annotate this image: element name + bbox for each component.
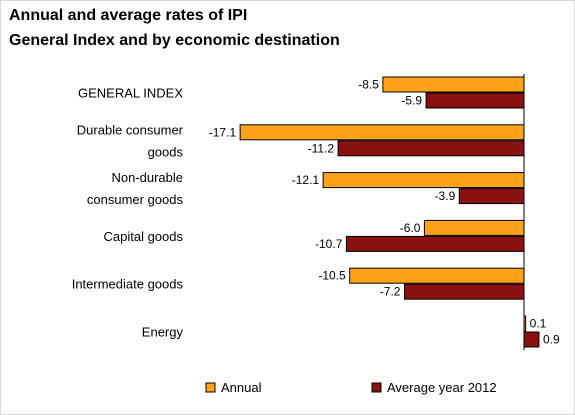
- legend-swatch-average: [371, 382, 382, 393]
- data-label-average: -5.9: [401, 94, 422, 108]
- chart-title-line-2: General Index and by economic destinatio…: [9, 32, 340, 49]
- category-label: Non-durable: [111, 170, 183, 185]
- bar-annual: [239, 124, 525, 141]
- data-label-annual: -17.1: [209, 125, 237, 139]
- bar-annual: [349, 267, 525, 284]
- data-label-annual: -8.5: [358, 78, 379, 92]
- data-label-annual: 0.1: [530, 317, 547, 331]
- bar-average: [403, 283, 525, 300]
- category-label: Intermediate goods: [72, 277, 184, 292]
- legend-swatch-annual: [205, 382, 216, 393]
- bar-annual: [382, 76, 525, 93]
- legend-label-average: Average year 2012: [387, 380, 497, 395]
- category-label: Capital goods: [104, 229, 184, 244]
- data-label-average: 0.9: [543, 333, 560, 347]
- legend-label-annual: Annual: [221, 380, 262, 395]
- bar-average: [425, 92, 525, 109]
- data-label-annual: -6.0: [400, 221, 421, 235]
- category-label: consumer goods: [87, 192, 184, 207]
- bar-annual: [322, 172, 525, 189]
- category-label: Energy: [142, 325, 184, 340]
- bar-average: [458, 188, 525, 205]
- data-label-average: -3.9: [435, 189, 456, 203]
- data-label-average: -7.2: [380, 285, 401, 299]
- data-label-average: -11.2: [308, 141, 335, 155]
- bar-average: [337, 140, 525, 157]
- bar-annual: [423, 219, 525, 236]
- data-label-annual: -10.5: [318, 269, 346, 283]
- bar-average: [345, 235, 525, 252]
- category-label: goods: [148, 144, 184, 159]
- category-label: GENERAL INDEX: [78, 86, 183, 101]
- data-label-annual: -12.1: [292, 173, 320, 187]
- category-label: Durable consumer: [77, 122, 184, 137]
- data-label-average: -10.7: [315, 237, 343, 251]
- chart-title-line-1: Annual and average rates of IPI: [9, 7, 248, 24]
- bar-average: [523, 331, 540, 348]
